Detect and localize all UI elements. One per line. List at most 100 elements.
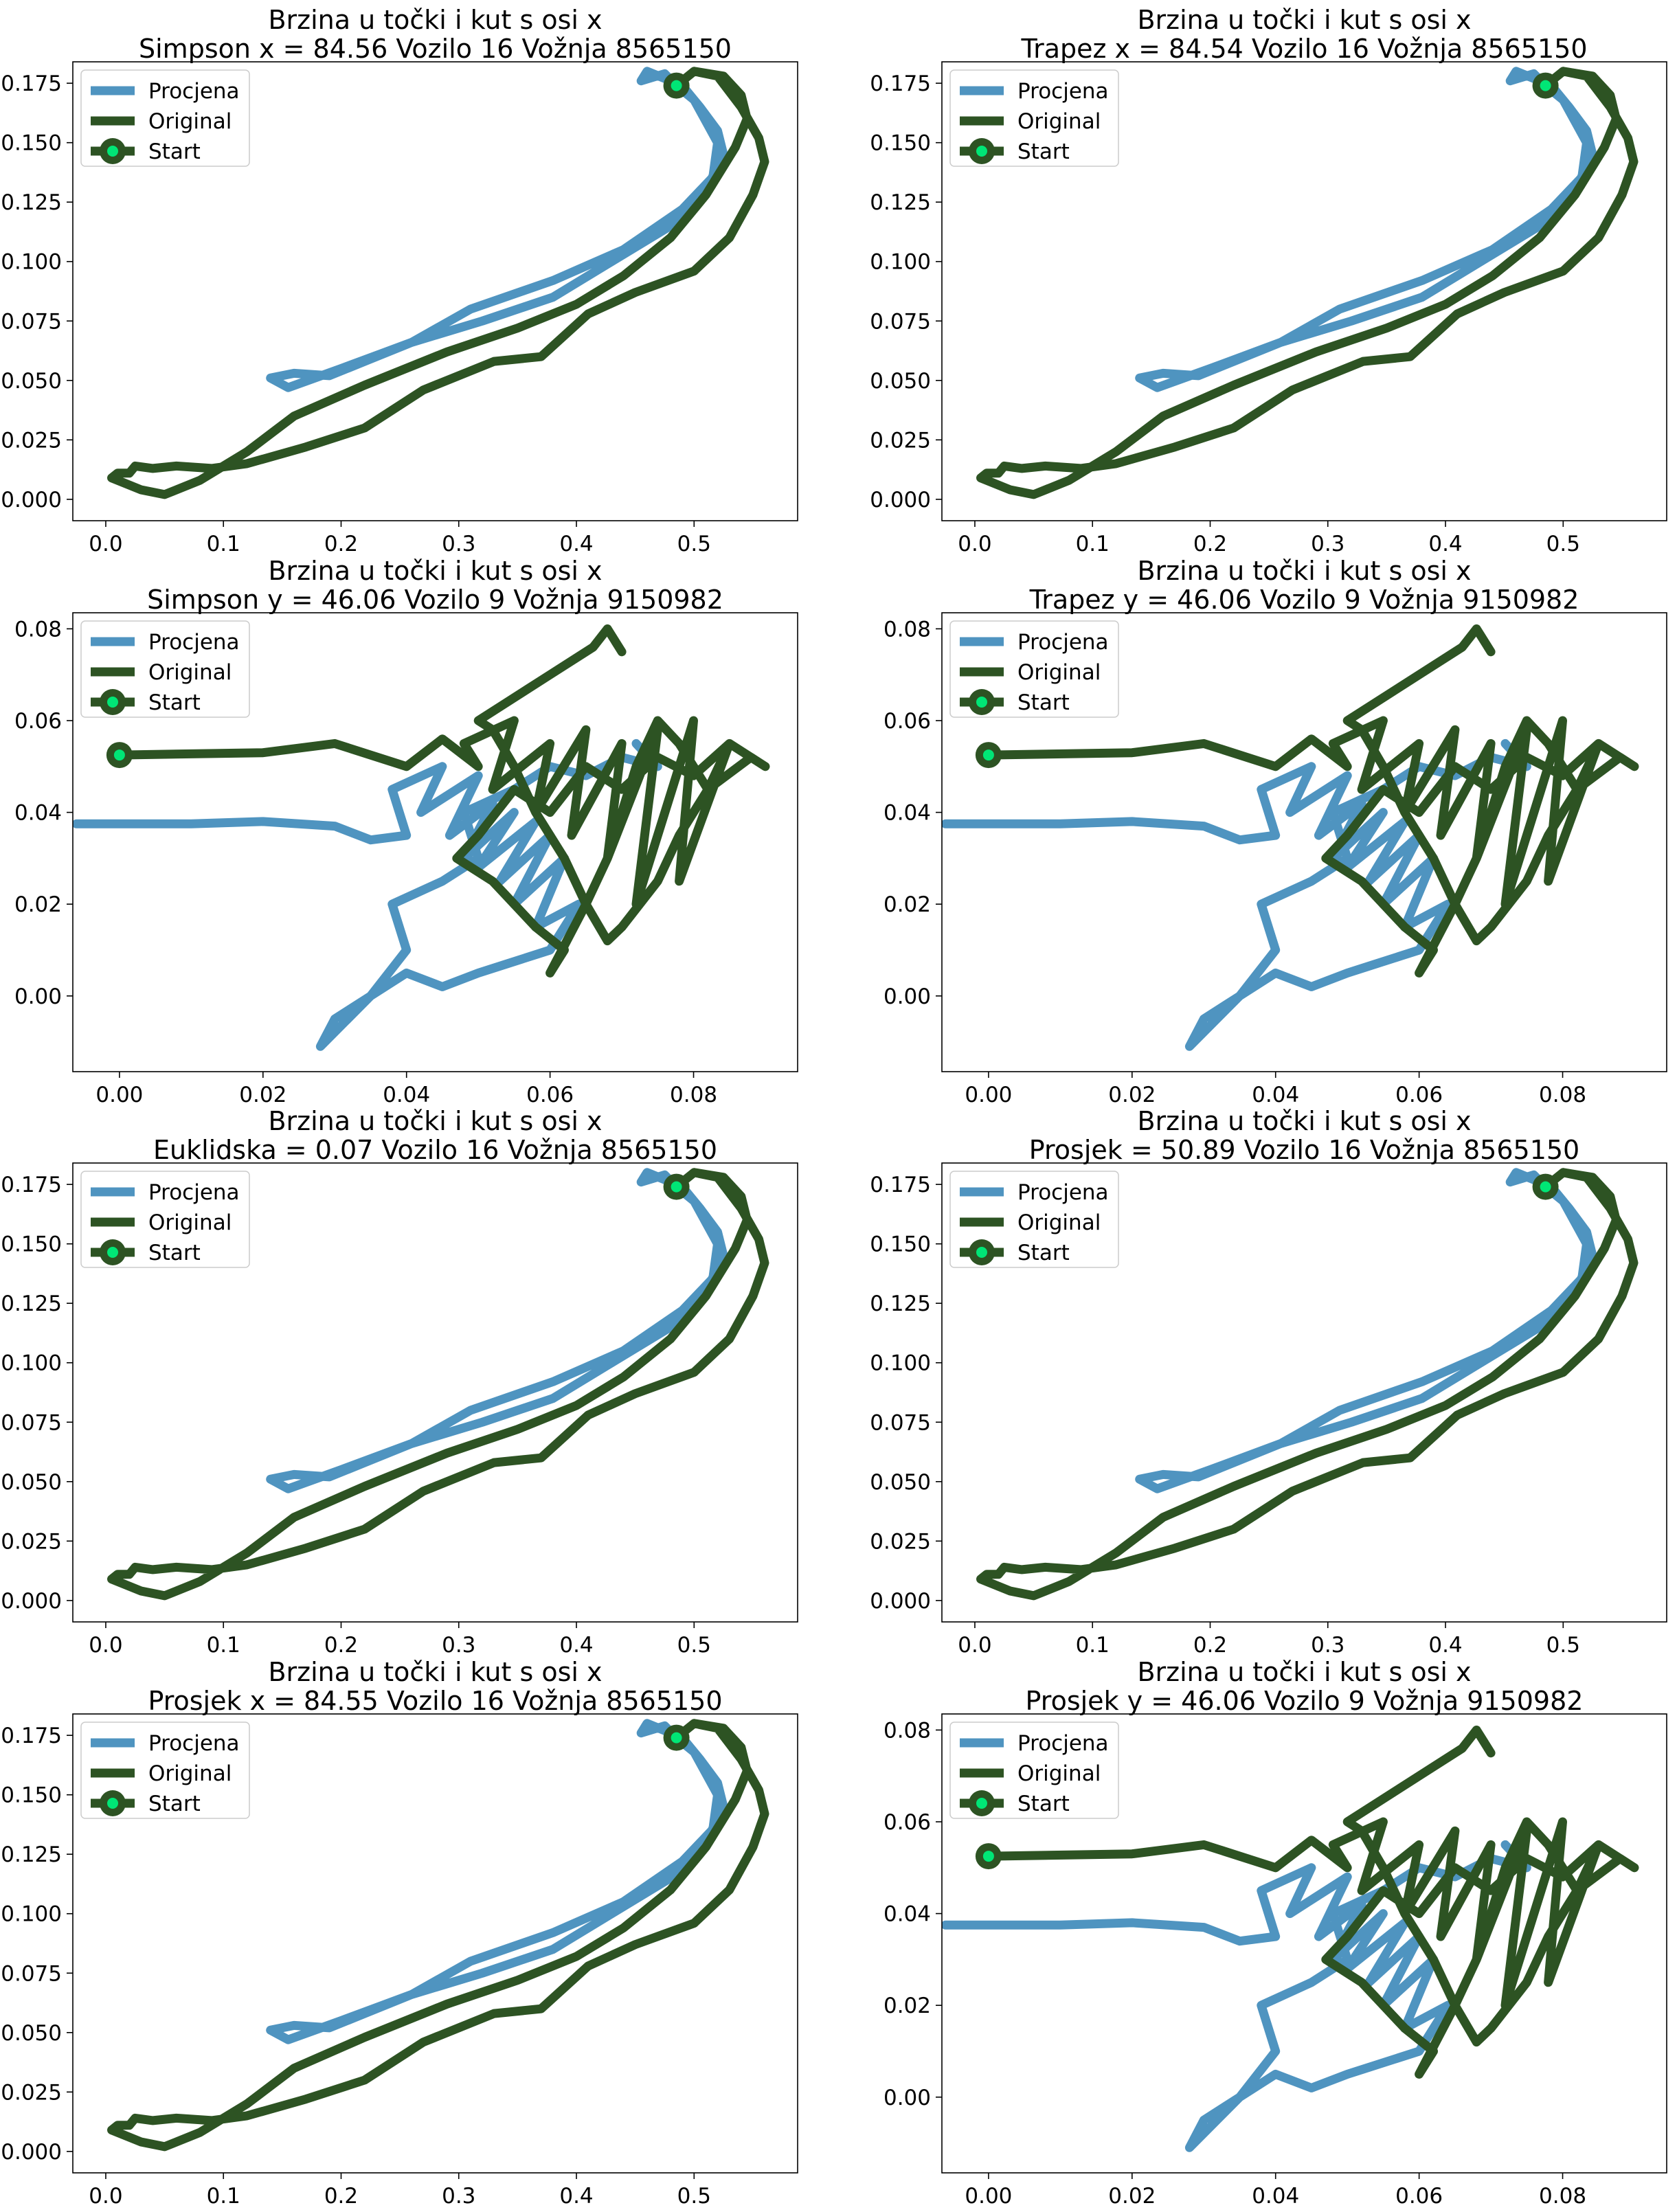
legend-start-center <box>107 146 118 157</box>
y-tick-label: 0.050 <box>1 1470 62 1495</box>
legend-label: Start <box>148 1792 201 1816</box>
axes-frame <box>941 1162 1667 1623</box>
chart-subtitle: Prosjek x = 84.55 Vozilo 16 Vožnja 85651… <box>148 1686 722 1716</box>
y-tick-label: 0.000 <box>1 1589 62 1614</box>
x-tick-label: 0.0 <box>89 2184 122 2209</box>
legend-label: Start <box>148 690 201 715</box>
y-tick-label: 0.04 <box>883 1902 931 1927</box>
y-tick-label: 0.08 <box>883 617 931 642</box>
legend-label: Original <box>1017 660 1101 685</box>
legend-label: Procjena <box>1017 1180 1109 1205</box>
x-tick-label: 0.1 <box>207 1633 240 1658</box>
chart-subtitle: Trapez x = 84.54 Vozilo 16 Vožnja 856515… <box>1020 34 1587 64</box>
y-tick-label: 0.175 <box>1 71 62 96</box>
y-tick-label: 0.06 <box>883 709 931 734</box>
x-tick-label: 0.5 <box>677 1633 711 1658</box>
x-tick-label: 0.5 <box>1546 532 1580 556</box>
legend-label: Original <box>1017 1210 1101 1235</box>
chart-title: Brzina u točki i kut s osi x <box>1137 1657 1471 1687</box>
x-tick-label: 0.08 <box>1539 2184 1586 2209</box>
axes-frame <box>72 61 798 521</box>
chart-subtitle: Simpson y = 46.06 Vozilo 9 Vožnja 915098… <box>147 585 723 615</box>
series-group <box>942 1725 1639 2152</box>
legend: Procjena Original Start <box>80 1722 250 1819</box>
x-tick-label: 0.2 <box>324 2184 358 2209</box>
x-tick-label: 0.2 <box>324 1633 358 1658</box>
x-tick-label: 0.3 <box>442 1633 475 1658</box>
chart-title: Brzina u točki i kut s osi x <box>1137 556 1471 586</box>
series-line-procjena <box>266 1168 728 1493</box>
y-tick-label: 0.08 <box>14 617 62 642</box>
series-group <box>976 1168 1639 1601</box>
x-tick-label: 0.4 <box>559 1633 593 1658</box>
y-tick-label: 0.175 <box>1 1724 62 1748</box>
legend-label: Original <box>1017 1761 1101 1786</box>
x-tick-label: 0.08 <box>670 1083 717 1107</box>
y-tick-label: 0.125 <box>870 190 931 215</box>
x-tick-label: 0.04 <box>1252 2184 1299 2209</box>
x-tick-label: 0.0 <box>89 1633 122 1658</box>
legend-label: Original <box>148 109 232 134</box>
chart-subtitle: Trapez y = 46.06 Vozilo 9 Vožnja 9150982 <box>1029 585 1579 615</box>
x-tick-label: 0.0 <box>958 1633 991 1658</box>
y-tick-label: 0.075 <box>1 1410 62 1435</box>
y-tick-label: 0.150 <box>1 1232 62 1257</box>
y-tick-label: 0.075 <box>870 1410 931 1435</box>
legend: Procjena Original Start <box>949 1722 1119 1819</box>
chart-subtitle: Prosjek y = 46.06 Vozilo 9 Vožnja 915098… <box>1026 1686 1584 1716</box>
x-tick-label: 0.2 <box>1193 1633 1227 1658</box>
y-tick-label: 0.025 <box>870 428 931 453</box>
x-tick-label: 0.00 <box>965 1083 1012 1107</box>
legend-label: Procjena <box>1017 1731 1109 1756</box>
y-tick-label: 0.000 <box>870 488 931 512</box>
legend-start-center <box>107 697 118 708</box>
x-tick-label: 0.3 <box>442 2184 475 2209</box>
start-marker-center <box>982 749 994 761</box>
legend-label: Start <box>1017 690 1070 715</box>
series-line-original <box>107 67 769 499</box>
series-group <box>942 624 1639 1051</box>
x-tick-label: 0.3 <box>1311 1633 1344 1658</box>
legend-label: Procjena <box>1017 630 1109 655</box>
axes-frame <box>72 1713 798 2174</box>
y-tick-label: 0.02 <box>14 892 62 917</box>
x-tick-label: 0.06 <box>526 1083 574 1107</box>
legend: Procjena Original Start <box>80 69 250 167</box>
x-tick-label: 0.1 <box>1076 1633 1110 1658</box>
y-tick-label: 0.075 <box>1 309 62 334</box>
x-tick-label: 0.02 <box>1108 2184 1156 2209</box>
y-tick-label: 0.100 <box>870 1351 931 1376</box>
y-tick-label: 0.02 <box>883 1994 931 2018</box>
legend: Procjena Original Start <box>949 69 1119 167</box>
start-marker-center <box>113 749 125 761</box>
x-tick-label: 0.0 <box>89 532 122 556</box>
y-tick-label: 0.150 <box>870 131 931 156</box>
series-line-original <box>107 1719 769 2152</box>
x-tick-label: 0.4 <box>1428 532 1462 556</box>
chart-subtitle: Prosjek = 50.89 Vozilo 16 Vožnja 8565150 <box>1029 1135 1580 1165</box>
y-tick-label: 0.025 <box>1 2080 62 2105</box>
x-tick-label: 0.00 <box>965 2184 1012 2209</box>
legend-label: Procjena <box>148 630 240 655</box>
start-marker-center <box>671 1732 682 1743</box>
x-tick-label: 0.1 <box>1076 532 1110 556</box>
x-tick-label: 0.1 <box>207 532 240 556</box>
chart-title: Brzina u točki i kut s osi x <box>268 556 602 586</box>
start-marker-center <box>671 1181 682 1193</box>
chart-subtitle: Simpson x = 84.56 Vozilo 16 Vožnja 85651… <box>139 34 732 64</box>
y-tick-label: 0.06 <box>14 709 62 734</box>
y-tick-label: 0.150 <box>1 131 62 156</box>
legend-start-center <box>976 1798 987 1809</box>
x-tick-label: 0.04 <box>383 1083 430 1107</box>
y-tick-label: 0.100 <box>1 1351 62 1376</box>
y-tick-label: 0.04 <box>883 801 931 826</box>
legend-label: Start <box>1017 139 1070 164</box>
series-line-original <box>984 1725 1639 2079</box>
start-marker-center <box>982 1851 994 1862</box>
legend: Procjena Original Start <box>80 1171 250 1268</box>
legend-label: Start <box>1017 1241 1070 1265</box>
series-line-original <box>976 1168 1639 1601</box>
